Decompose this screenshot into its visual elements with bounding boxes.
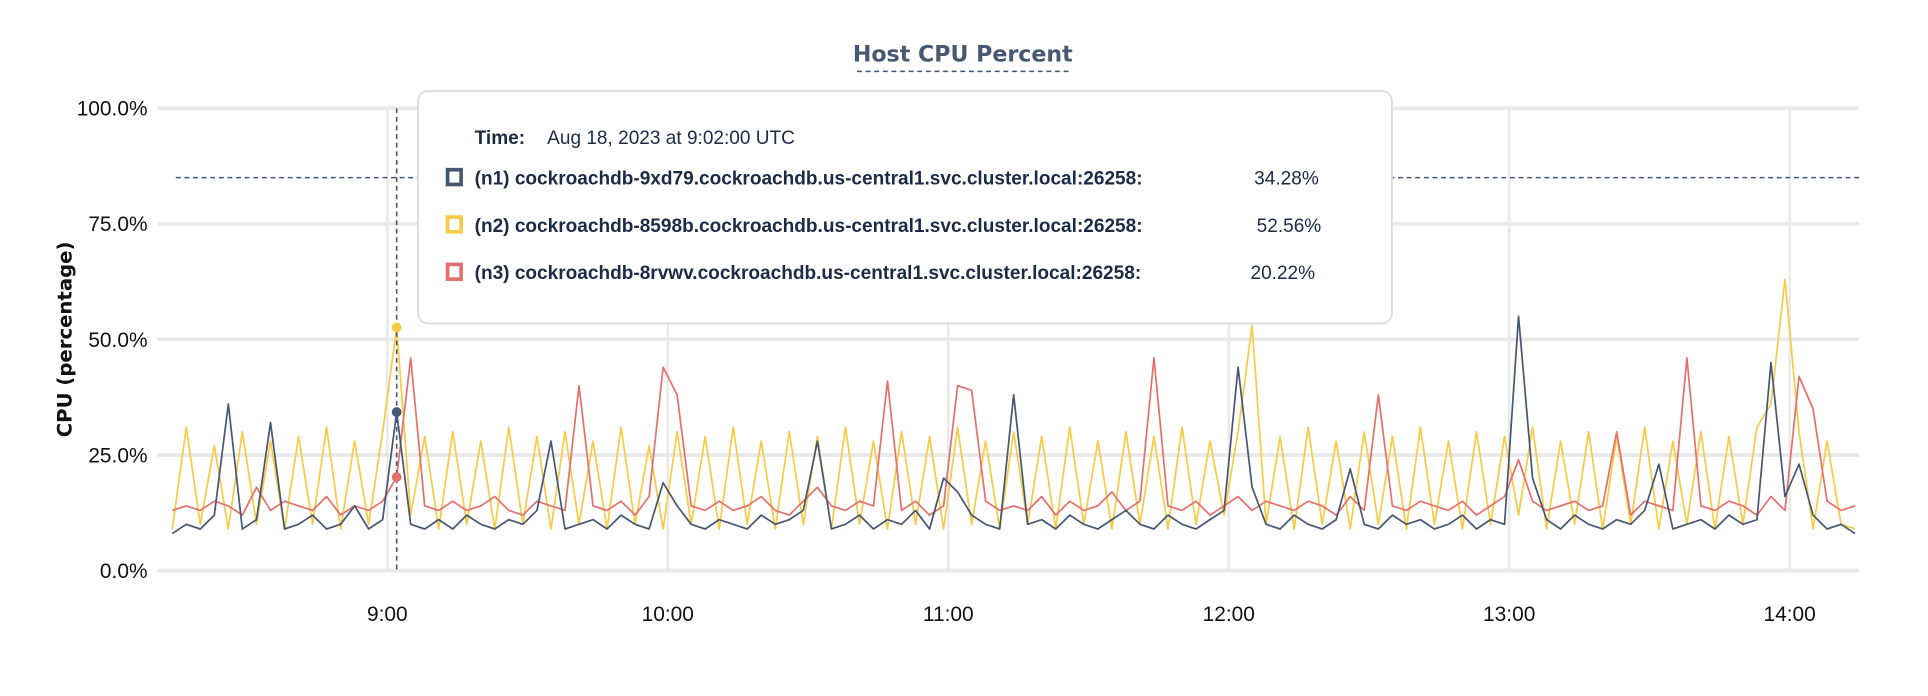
series-lines[interactable] (171, 278, 1856, 535)
legend-swatch-n1 (445, 167, 463, 187)
y-tick-label: 0.0% (100, 560, 148, 583)
x-tick-label: 13:00 (1483, 603, 1535, 626)
y-tick-label: 75.0% (88, 213, 147, 236)
tooltip-time-label: Time: (475, 128, 525, 149)
tooltip-series-label: (n3) cockroachdb-8rvwv.cockroachdb.us-ce… (475, 263, 1142, 284)
tooltip-series-value: 52.56% (1257, 216, 1322, 237)
hover-point-n1 (391, 407, 402, 417)
hover-points (391, 322, 402, 482)
hover-point-n2 (391, 322, 402, 333)
hover-point-n3 (391, 472, 402, 482)
legend-swatch-n3 (445, 262, 463, 281)
tooltip: Time: Aug 18, 2023 at 9:02:00 UTC (n1) c… (417, 90, 1393, 325)
chart-title[interactable]: Host CPU Percent (853, 42, 1073, 68)
tooltip-series-label: (n1) cockroachdb-9xd79.cockroachdb.us-ce… (475, 168, 1143, 189)
tooltip-box (417, 90, 1393, 325)
tooltip-series-label: (n2) cockroachdb-8598b.cockroachdb.us-ce… (475, 216, 1143, 237)
x-tick-label: 10:00 (642, 603, 694, 626)
y-tick-label: 25.0% (88, 444, 147, 467)
x-tick-label: 14:00 (1764, 603, 1816, 626)
tooltip-time-value: Aug 18, 2023 at 9:02:00 UTC (547, 128, 795, 149)
series-line-n2[interactable] (171, 278, 1856, 530)
y-tick-label: 100.0% (77, 98, 148, 121)
series-line-n1[interactable] (171, 315, 1856, 535)
y-axis-label: CPU (percentage) (53, 242, 76, 438)
x-tick-label: 11:00 (923, 603, 974, 626)
tooltip-series-value: 20.22% (1250, 263, 1315, 284)
y-axis-ticks: 0.0% 25.0% 50.0% 75.0% 100.0% (77, 98, 148, 583)
x-axis-ticks: 9:00 10:00 11:00 12:00 13:00 14:00 (367, 603, 1816, 626)
x-tick-label: 12:00 (1203, 603, 1255, 626)
tooltip-series-value: 34.28% (1254, 168, 1319, 189)
series-line-n3[interactable] (172, 356, 1856, 516)
y-tick-label: 50.0% (88, 329, 147, 352)
x-tick-label: 9:00 (367, 603, 408, 626)
legend-swatch-n2 (445, 215, 463, 234)
